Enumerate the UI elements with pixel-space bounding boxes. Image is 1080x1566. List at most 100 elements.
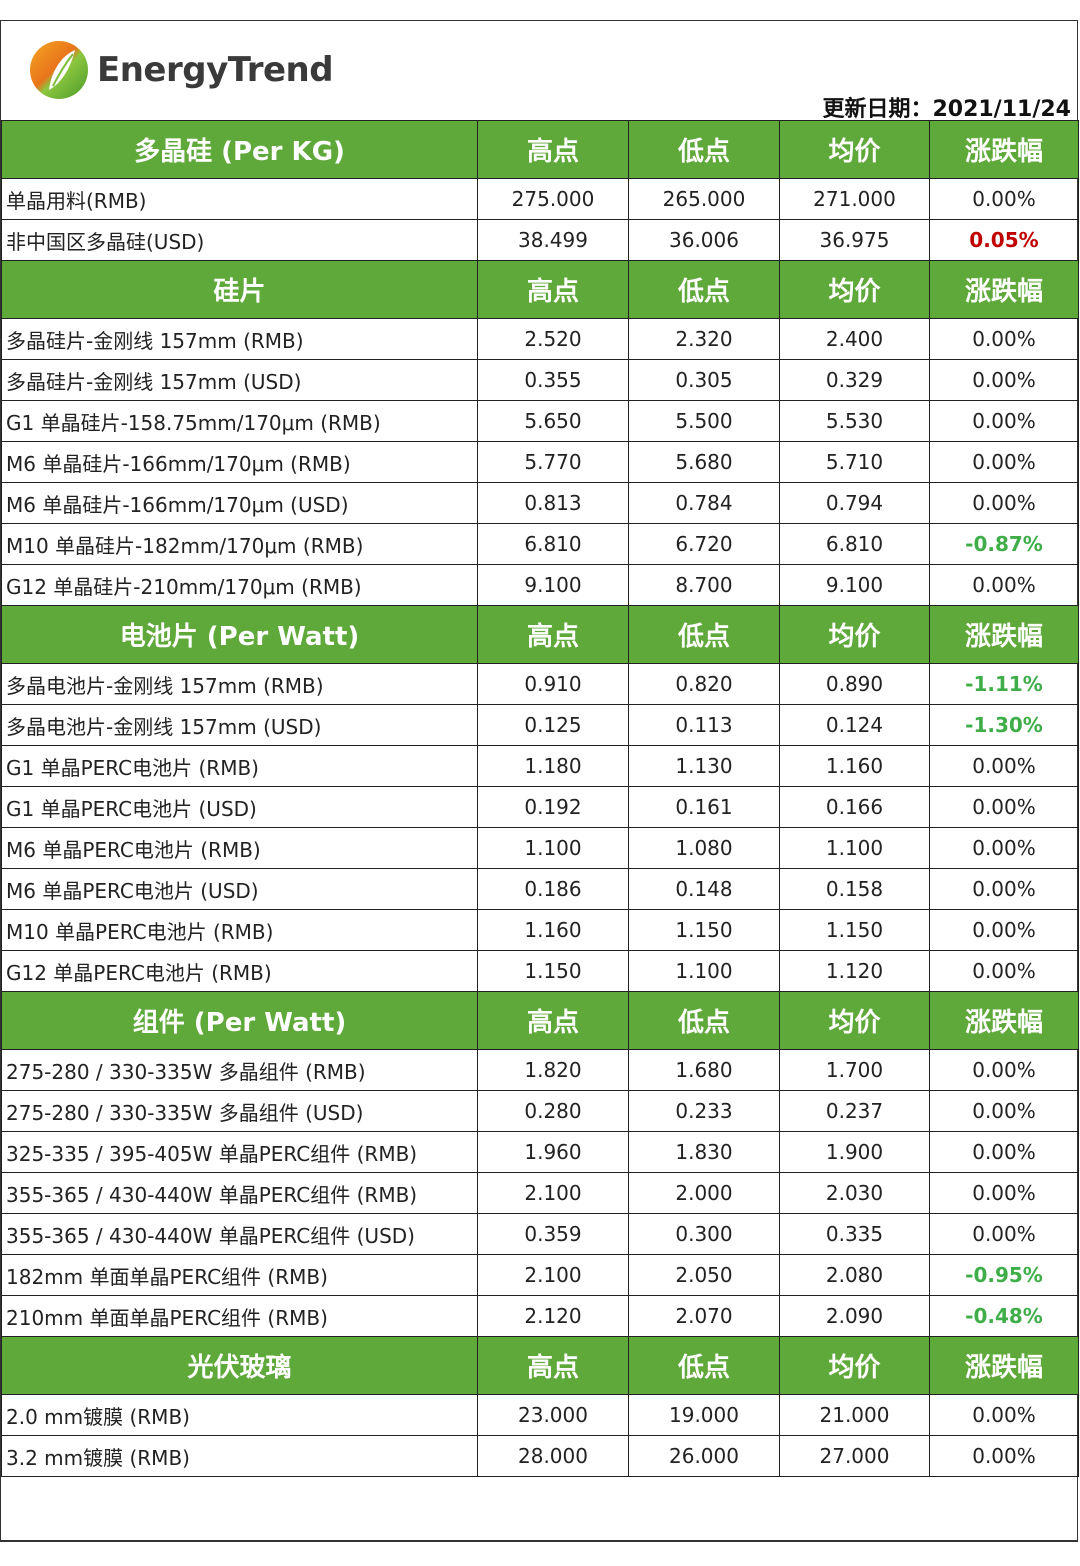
price-table: 多晶硅 (Per KG) 高点 低点 均价 涨跌幅 单晶用料(RMB) 275.000 265… <box>1 120 1079 1477</box>
avg-price: 1.900 <box>779 1131 930 1173</box>
table-row: 多晶硅片-金刚线 157mm (USD) 0.355 0.305 0.329 0.00% <box>1 359 1079 401</box>
section-header: 电池片 (Per Watt) 高点 低点 均价 涨跌幅 <box>1 605 1079 664</box>
product-name: M6 单晶硅片-166mm/170μm (USD) <box>1 482 478 524</box>
low-price: 1.830 <box>628 1131 780 1173</box>
table-row: 多晶电池片-金刚线 157mm (USD) 0.125 0.113 0.124 -1.3… <box>1 704 1079 746</box>
product-name: 210mm 单面单晶PERC组件 (RMB) <box>1 1295 478 1337</box>
section-header: 光伏玻璃 高点 低点 均价 涨跌幅 <box>1 1336 1079 1395</box>
product-name: 2.0 mm镀膜 (RMB) <box>1 1394 478 1436</box>
product-name: 多晶硅片-金刚线 157mm (USD) <box>1 359 478 401</box>
high-price: 0.910 <box>477 663 629 705</box>
table-row: 多晶硅片-金刚线 157mm (RMB) 2.520 2.320 2.400 0.00% <box>1 318 1079 360</box>
section-title: 硅片 <box>1 260 478 319</box>
change-pct: 0.00% <box>929 827 1079 869</box>
table-row: M10 单晶硅片-182mm/170μm (RMB) 6.810 6.720 6.81… <box>1 523 1079 565</box>
high-price: 0.813 <box>477 482 629 524</box>
low-price: 0.305 <box>628 359 780 401</box>
high-price: 1.960 <box>477 1131 629 1173</box>
section-header: 组件 (Per Watt) 高点 低点 均价 涨跌幅 <box>1 991 1079 1050</box>
low-price: 0.784 <box>628 482 780 524</box>
avg-price: 271.000 <box>779 178 930 220</box>
avg-price: 5.530 <box>779 400 930 442</box>
table-row: M10 单晶PERC电池片 (RMB) 1.160 1.150 1.150 0.00% <box>1 909 1079 951</box>
table-row: 182mm 单面单晶PERC组件 (RMB) 2.100 2.050 2.080 -0.… <box>1 1254 1079 1296</box>
high-price: 2.520 <box>477 318 629 360</box>
product-name: M6 单晶硅片-166mm/170μm (RMB) <box>1 441 478 483</box>
leaf-logo-icon <box>30 41 88 99</box>
high-price: 6.810 <box>477 523 629 565</box>
section-title: 电池片 (Per Watt) <box>1 605 478 664</box>
section-title: 多晶硅 (Per KG) <box>1 120 478 179</box>
table-row: G1 单晶PERC电池片 (USD) 0.192 0.161 0.166 0.00% <box>1 786 1079 828</box>
low-price: 26.000 <box>628 1435 780 1477</box>
brand-name: EnergyTrend <box>97 50 334 90</box>
high-price: 1.150 <box>477 950 629 992</box>
low-price: 36.006 <box>628 219 780 261</box>
change-pct: 0.00% <box>929 745 1079 787</box>
table-row: 非中国区多晶硅(USD) 38.499 36.006 36.975 0.05% <box>1 219 1079 261</box>
table-row: G1 单晶硅片-158.75mm/170μm (RMB) 5.650 5.500 5.… <box>1 400 1079 442</box>
table-row: 3.2 mm镀膜 (RMB) 28.000 26.000 27.000 0.00% <box>1 1435 1079 1477</box>
low-price: 1.100 <box>628 950 780 992</box>
table-row: M6 单晶硅片-166mm/170μm (USD) 0.813 0.784 0.794… <box>1 482 1079 524</box>
change-pct: 0.00% <box>929 1435 1079 1477</box>
change-pct: -0.95% <box>929 1254 1079 1296</box>
avg-price: 27.000 <box>779 1435 930 1477</box>
column-header: 低点 <box>628 120 780 179</box>
avg-price: 36.975 <box>779 219 930 261</box>
avg-price: 6.810 <box>779 523 930 565</box>
product-name: G1 单晶PERC电池片 (RMB) <box>1 745 478 787</box>
product-name: 325-335 / 395-405W 单晶PERC组件 (RMB) <box>1 1131 478 1173</box>
change-pct: 0.00% <box>929 1213 1079 1255</box>
change-pct: 0.00% <box>929 178 1079 220</box>
low-price: 1.080 <box>628 827 780 869</box>
product-name: 单晶用料(RMB) <box>1 178 478 220</box>
column-header: 高点 <box>477 260 629 319</box>
low-price: 19.000 <box>628 1394 780 1436</box>
high-price: 1.820 <box>477 1049 629 1091</box>
change-pct: 0.00% <box>929 786 1079 828</box>
low-price: 5.680 <box>628 441 780 483</box>
change-pct: 0.00% <box>929 1090 1079 1132</box>
product-name: G12 单晶PERC电池片 (RMB) <box>1 950 478 992</box>
product-name: 多晶硅片-金刚线 157mm (RMB) <box>1 318 478 360</box>
low-price: 265.000 <box>628 178 780 220</box>
low-price: 0.233 <box>628 1090 780 1132</box>
avg-price: 1.160 <box>779 745 930 787</box>
avg-price: 9.100 <box>779 564 930 606</box>
high-price: 9.100 <box>477 564 629 606</box>
change-pct: 0.05% <box>929 219 1079 261</box>
column-header: 均价 <box>779 260 930 319</box>
table-row: G12 单晶PERC电池片 (RMB) 1.150 1.100 1.120 0.00% <box>1 950 1079 992</box>
column-header: 低点 <box>628 991 780 1050</box>
avg-price: 0.166 <box>779 786 930 828</box>
table-row: M6 单晶硅片-166mm/170μm (RMB) 5.770 5.680 5.710… <box>1 441 1079 483</box>
column-header: 高点 <box>477 991 629 1050</box>
update-date: 更新日期：2021/11/24 <box>822 97 1071 122</box>
avg-price: 1.150 <box>779 909 930 951</box>
table-row: 355-365 / 430-440W 单晶PERC组件 (USD) 0.359 0.… <box>1 1213 1079 1255</box>
high-price: 0.355 <box>477 359 629 401</box>
low-price: 0.148 <box>628 868 780 910</box>
change-pct: 0.00% <box>929 400 1079 442</box>
avg-price: 2.030 <box>779 1172 930 1214</box>
low-price: 2.050 <box>628 1254 780 1296</box>
avg-price: 2.400 <box>779 318 930 360</box>
column-header: 高点 <box>477 1336 629 1395</box>
low-price: 2.000 <box>628 1172 780 1214</box>
column-header: 均价 <box>779 120 930 179</box>
change-pct: 0.00% <box>929 1131 1079 1173</box>
product-name: 182mm 单面单晶PERC组件 (RMB) <box>1 1254 478 1296</box>
column-header: 低点 <box>628 260 780 319</box>
product-name: 355-365 / 430-440W 单晶PERC组件 (USD) <box>1 1213 478 1255</box>
product-name: 多晶电池片-金刚线 157mm (USD) <box>1 704 478 746</box>
product-name: M10 单晶硅片-182mm/170μm (RMB) <box>1 523 478 565</box>
avg-price: 1.100 <box>779 827 930 869</box>
change-pct: -0.87% <box>929 523 1079 565</box>
low-price: 1.680 <box>628 1049 780 1091</box>
change-pct: 0.00% <box>929 1049 1079 1091</box>
low-price: 2.070 <box>628 1295 780 1337</box>
table-row: 多晶电池片-金刚线 157mm (RMB) 0.910 0.820 0.890 -1.1… <box>1 663 1079 705</box>
product-name: G1 单晶硅片-158.75mm/170μm (RMB) <box>1 400 478 442</box>
column-header: 涨跌幅 <box>929 1336 1079 1395</box>
